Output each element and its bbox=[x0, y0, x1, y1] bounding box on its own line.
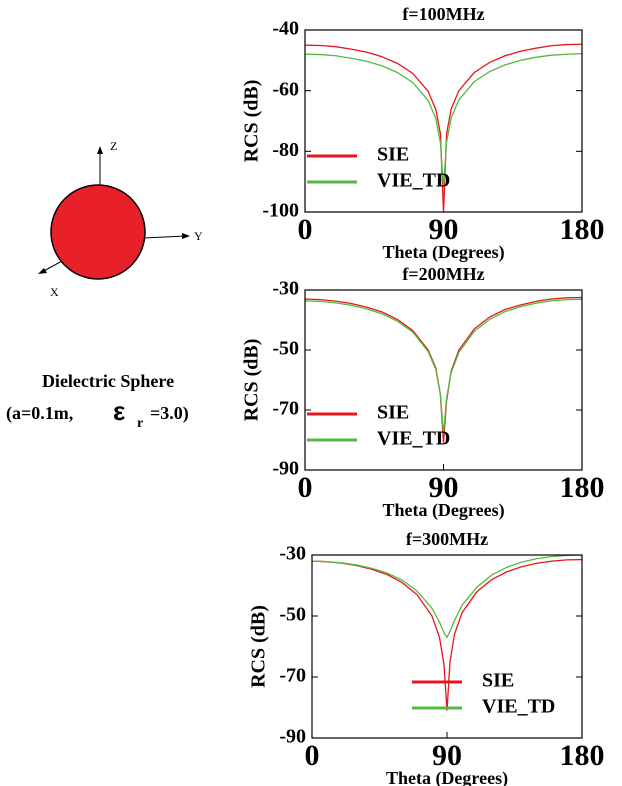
arrow bbox=[97, 146, 103, 154]
y-tick-label: -70 bbox=[279, 665, 306, 687]
sphere bbox=[50, 184, 146, 280]
axis-label: Y bbox=[194, 229, 203, 243]
series-line bbox=[305, 298, 582, 435]
y-tick-label: -70 bbox=[272, 398, 299, 420]
plot-frame bbox=[304, 289, 583, 471]
y-tick-label: -80 bbox=[272, 139, 299, 161]
legend-label: VIE_TD bbox=[377, 428, 450, 450]
y-tick-label: -50 bbox=[279, 604, 306, 626]
x-tick-label: 180 bbox=[560, 471, 605, 504]
y-tick-label: -30 bbox=[279, 543, 306, 565]
series-line bbox=[305, 296, 582, 444]
chart-title: f=100MHz bbox=[402, 4, 484, 24]
x-axis-label: Theta (Degrees) bbox=[386, 768, 508, 786]
series-line bbox=[305, 43, 582, 212]
y-tick-label: -60 bbox=[272, 78, 299, 100]
sphere-diagram: Z Y X Dielectric Sphere (a=0.1m, ε r =3.… bbox=[6, 139, 203, 431]
x-tick-label: 0 bbox=[305, 739, 320, 772]
chart-title: f=200MHz bbox=[402, 264, 484, 284]
y-axis-label: RCS (dB) bbox=[248, 605, 270, 688]
y-axis-label: RCS (dB) bbox=[241, 80, 263, 163]
x-tick-label: 180 bbox=[560, 213, 605, 246]
params: ε bbox=[113, 396, 125, 426]
chart: f=200MHz -30 -50 -70 -900 90 180 Theta (Degrees… bbox=[241, 264, 605, 521]
x-axis-label: Theta (Degrees) bbox=[382, 242, 504, 263]
legend-label: VIE_TD bbox=[482, 696, 555, 718]
plot-frame bbox=[304, 29, 583, 213]
params: =3.0) bbox=[150, 403, 189, 424]
series-line bbox=[305, 53, 582, 188]
axis-label: Z bbox=[110, 139, 117, 153]
x-tick-label: 90 bbox=[429, 213, 459, 246]
series-line bbox=[312, 558, 582, 711]
legend-label: VIE_TD bbox=[377, 170, 450, 192]
axis-label: X bbox=[50, 285, 59, 299]
legend-label: SIE bbox=[377, 402, 409, 424]
params: r bbox=[137, 416, 143, 431]
caption: Dielectric Sphere bbox=[42, 371, 174, 391]
x-tick-label: 90 bbox=[429, 471, 459, 504]
y-tick-label: -90 bbox=[272, 458, 299, 480]
y-axis-label: RCS (dB) bbox=[241, 339, 263, 422]
y-tick-label: -50 bbox=[272, 338, 299, 360]
x-axis-label: Theta (Degrees) bbox=[382, 500, 504, 521]
y-tick-label: -100 bbox=[262, 200, 299, 222]
y-tick-label: -30 bbox=[272, 278, 299, 300]
series-line bbox=[312, 555, 582, 639]
plot-frame bbox=[311, 554, 583, 739]
x-tick-label: 0 bbox=[298, 213, 313, 246]
x-tick-label: 180 bbox=[560, 739, 605, 772]
chart: f=300MHz -30 -50 -70 -900 90 180 Theta (Degrees… bbox=[248, 529, 605, 786]
x-tick-label: 0 bbox=[298, 471, 313, 504]
y-tick-label: -90 bbox=[279, 726, 306, 748]
y-tick-label: -40 bbox=[272, 18, 299, 40]
params: (a=0.1m, bbox=[6, 403, 73, 424]
x-tick-label: 90 bbox=[432, 739, 462, 772]
legend-label: SIE bbox=[482, 670, 514, 692]
chart-title: f=300MHz bbox=[406, 529, 488, 549]
arrow bbox=[182, 233, 190, 239]
legend-label: SIE bbox=[377, 144, 409, 166]
arrow bbox=[38, 268, 47, 274]
